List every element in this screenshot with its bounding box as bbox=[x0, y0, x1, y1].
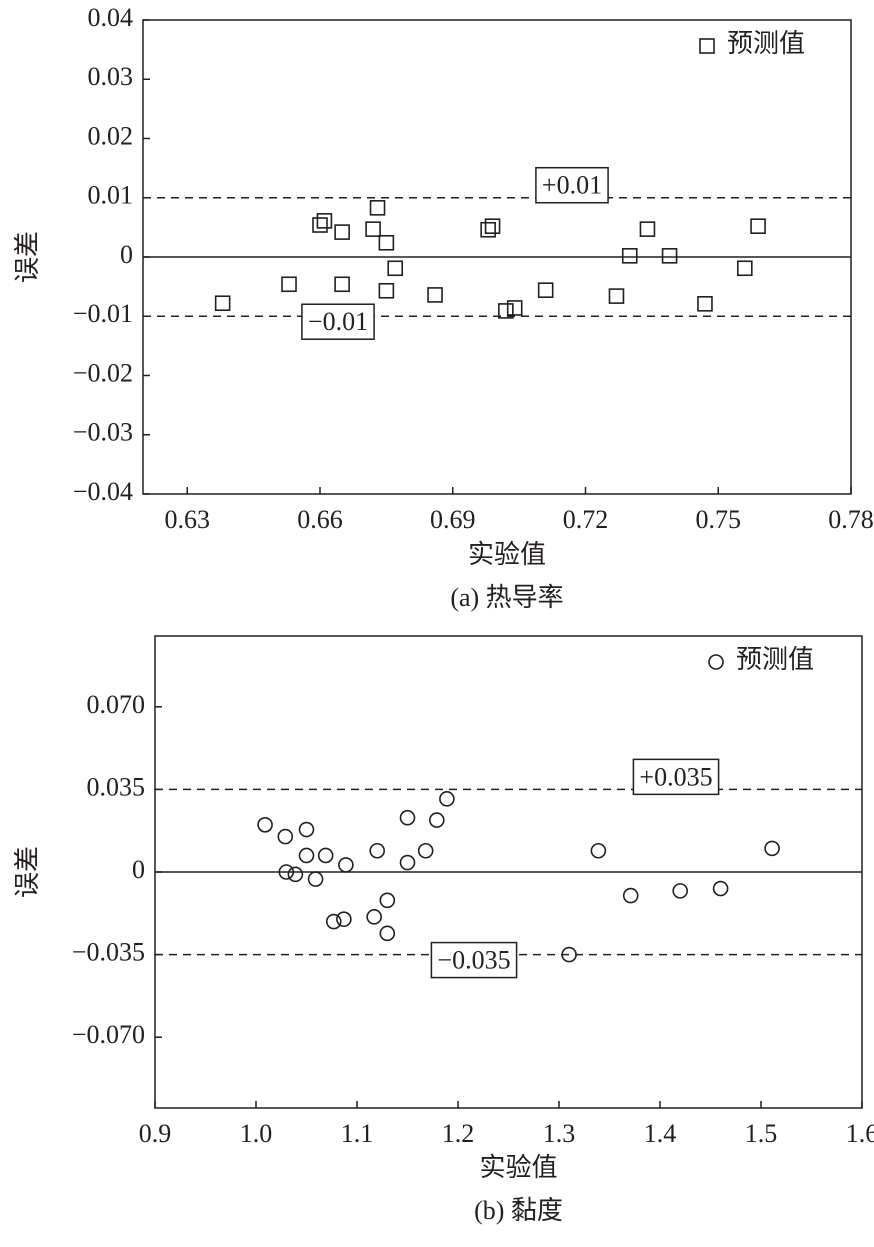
y-tick-label: −0.02 bbox=[73, 358, 133, 387]
data-point bbox=[736, 260, 753, 277]
data-point bbox=[214, 295, 231, 312]
data-point bbox=[417, 842, 434, 859]
y-tick-label: 0.02 bbox=[88, 121, 134, 150]
data-point bbox=[369, 200, 386, 216]
y-tick-label: 0.03 bbox=[88, 62, 134, 91]
y-axis-label: 误差 bbox=[13, 846, 42, 898]
reference-label-box bbox=[632, 758, 720, 796]
data-point bbox=[484, 218, 501, 234]
data-point bbox=[697, 296, 713, 312]
x-axis-label: 实验值 bbox=[468, 540, 546, 569]
data-point bbox=[399, 809, 416, 826]
data-point bbox=[621, 248, 638, 264]
x-tick-label: 1.0 bbox=[240, 1119, 273, 1148]
data-point bbox=[712, 880, 729, 897]
x-tick-label: 0.75 bbox=[696, 505, 742, 534]
x-tick-label: 0.63 bbox=[165, 505, 211, 534]
y-tick-label: 0 bbox=[120, 240, 133, 269]
data-point bbox=[369, 842, 386, 859]
data-point bbox=[661, 248, 678, 264]
data-point bbox=[639, 221, 656, 237]
reference-label: +0.01 bbox=[542, 171, 602, 200]
y-tick-label: −0.01 bbox=[73, 299, 133, 328]
data-point bbox=[428, 812, 445, 828]
data-point bbox=[379, 925, 396, 942]
data-point bbox=[257, 816, 273, 833]
data-point bbox=[672, 883, 689, 899]
x-tick-label: 0.69 bbox=[430, 505, 476, 534]
data-point bbox=[379, 892, 396, 909]
x-tick-label: 1.1 bbox=[341, 1119, 374, 1148]
data-point bbox=[622, 887, 639, 904]
y-tick-label: −0.04 bbox=[73, 477, 133, 506]
caption: (b) 黏度 bbox=[474, 1196, 563, 1225]
x-tick-label: 1.2 bbox=[442, 1119, 475, 1148]
x-tick-label: 0.72 bbox=[563, 505, 609, 534]
reference-label-box bbox=[430, 941, 518, 979]
reference-label-box bbox=[535, 166, 609, 204]
caption: (a) 热导率 bbox=[450, 583, 563, 612]
y-axis-label: 误差 bbox=[13, 231, 42, 283]
x-tick-label: 1.4 bbox=[644, 1119, 677, 1148]
x-tick-label: 0.78 bbox=[828, 505, 874, 534]
y-tick-label: −0.03 bbox=[73, 418, 133, 447]
data-point bbox=[537, 282, 554, 298]
data-point bbox=[316, 213, 333, 229]
x-tick-label: 1.3 bbox=[543, 1119, 576, 1148]
reference-label: −0.035 bbox=[437, 946, 510, 975]
reference-label: +0.035 bbox=[639, 762, 712, 791]
data-point bbox=[287, 866, 304, 883]
data-point bbox=[307, 871, 324, 887]
data-point bbox=[366, 909, 382, 925]
data-point bbox=[336, 911, 352, 928]
data-point bbox=[365, 221, 381, 237]
data-point bbox=[439, 791, 455, 807]
y-tick-label: −0.070 bbox=[72, 1020, 145, 1049]
data-point bbox=[590, 842, 607, 859]
data-point bbox=[334, 224, 350, 240]
data-point bbox=[325, 913, 342, 930]
data-point bbox=[427, 287, 443, 303]
data-point bbox=[278, 864, 295, 880]
data-point bbox=[277, 828, 294, 845]
legend-label: 预测值 bbox=[736, 645, 814, 674]
data-point bbox=[281, 276, 297, 293]
data-point bbox=[312, 217, 328, 233]
data-point bbox=[378, 234, 395, 251]
x-tick-label: 1.5 bbox=[745, 1119, 778, 1148]
y-tick-label: 0.035 bbox=[87, 772, 146, 801]
data-point bbox=[608, 288, 625, 304]
y-tick-label: 0.01 bbox=[88, 181, 134, 210]
data-point bbox=[399, 854, 416, 871]
x-tick-label: 0.66 bbox=[297, 505, 343, 534]
data-point bbox=[387, 260, 404, 277]
data-point bbox=[506, 300, 523, 316]
data-point bbox=[561, 946, 577, 963]
x-axis-label: 实验值 bbox=[479, 1153, 557, 1182]
reference-label: −0.01 bbox=[308, 307, 368, 336]
x-tick-label: 1.6 bbox=[846, 1119, 874, 1148]
legend-marker bbox=[699, 38, 715, 54]
y-tick-label: 0.04 bbox=[88, 3, 134, 32]
data-point bbox=[378, 282, 395, 299]
data-point bbox=[298, 847, 315, 864]
x-tick-label: 0.9 bbox=[139, 1119, 172, 1148]
legend-marker bbox=[708, 654, 724, 670]
data-point bbox=[334, 276, 350, 293]
data-point bbox=[764, 840, 780, 857]
data-point bbox=[480, 221, 496, 238]
y-tick-label: −0.035 bbox=[72, 938, 145, 967]
reference-label-box bbox=[301, 303, 375, 340]
y-tick-label: 0 bbox=[132, 855, 145, 884]
data-point bbox=[298, 821, 315, 838]
data-point bbox=[338, 857, 354, 873]
data-point bbox=[498, 303, 514, 319]
data-point bbox=[317, 847, 334, 864]
legend-label: 预测值 bbox=[727, 29, 805, 58]
y-tick-label: 0.070 bbox=[87, 690, 146, 719]
data-point bbox=[750, 218, 766, 234]
